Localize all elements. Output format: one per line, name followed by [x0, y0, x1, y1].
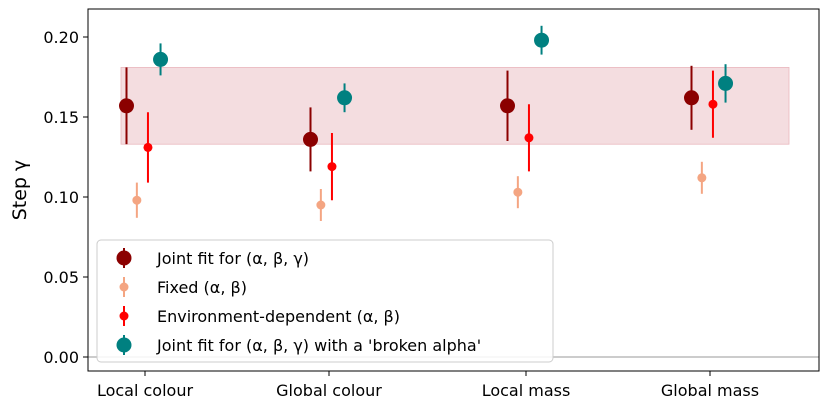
y-axis-label: Step γ [9, 160, 31, 221]
data-point [327, 162, 337, 172]
series-4 [153, 25, 734, 113]
plot-frame [87, 8, 820, 372]
data-point [697, 173, 707, 183]
legend-entry-label: Fixed (α, β) [157, 278, 247, 297]
legend-entry-label: Environment-dependent (α, β) [157, 307, 400, 326]
data-point [524, 133, 534, 143]
data-point [708, 99, 718, 109]
data-marks [119, 25, 734, 221]
data-point [143, 142, 153, 152]
series-3 [143, 70, 718, 201]
y-tick-label: 0.00 [43, 348, 79, 367]
data-point [153, 51, 169, 67]
data-point [316, 200, 326, 210]
x-tick-label: Global colour [276, 381, 382, 400]
data-point [132, 195, 142, 205]
x-tick-label: Local mass [482, 381, 571, 400]
y-tick-label: 0.10 [43, 188, 79, 207]
legend-box [96, 239, 554, 363]
x-tick-label: Local colour [97, 381, 194, 400]
y-tick-label: 0.05 [43, 268, 79, 287]
y-tick-label: 0.20 [43, 28, 79, 47]
data-point [303, 131, 318, 147]
legend-marker [116, 337, 132, 353]
legend: Joint fit for (α, β, γ) Fixed (α, β) Envir… [96, 239, 554, 363]
data-point [500, 98, 515, 114]
data-point [718, 75, 734, 91]
data-point [337, 90, 353, 106]
data-point [119, 98, 134, 114]
reference-band [120, 67, 790, 145]
legend-entry-label: Joint fit for (α, β, γ) [156, 249, 309, 268]
y-tick-label: 0.15 [43, 108, 79, 127]
data-point [684, 90, 699, 106]
series-2 [132, 161, 707, 221]
legend-marker [119, 311, 129, 321]
legend-marker [116, 250, 132, 266]
legend-marker [119, 282, 129, 292]
data-point [513, 187, 523, 197]
legend-entry-label: Joint fit for (α, β, γ) with a 'broken a… [156, 336, 481, 355]
x-tick-label: Global mass [661, 381, 759, 400]
data-point [534, 32, 550, 48]
y-axis: 0.00 0.05 0.10 0.15 0.20 [43, 28, 88, 367]
x-axis: Local colour Global colour Local mass Globa… [97, 371, 759, 400]
series-1 [119, 65, 699, 172]
